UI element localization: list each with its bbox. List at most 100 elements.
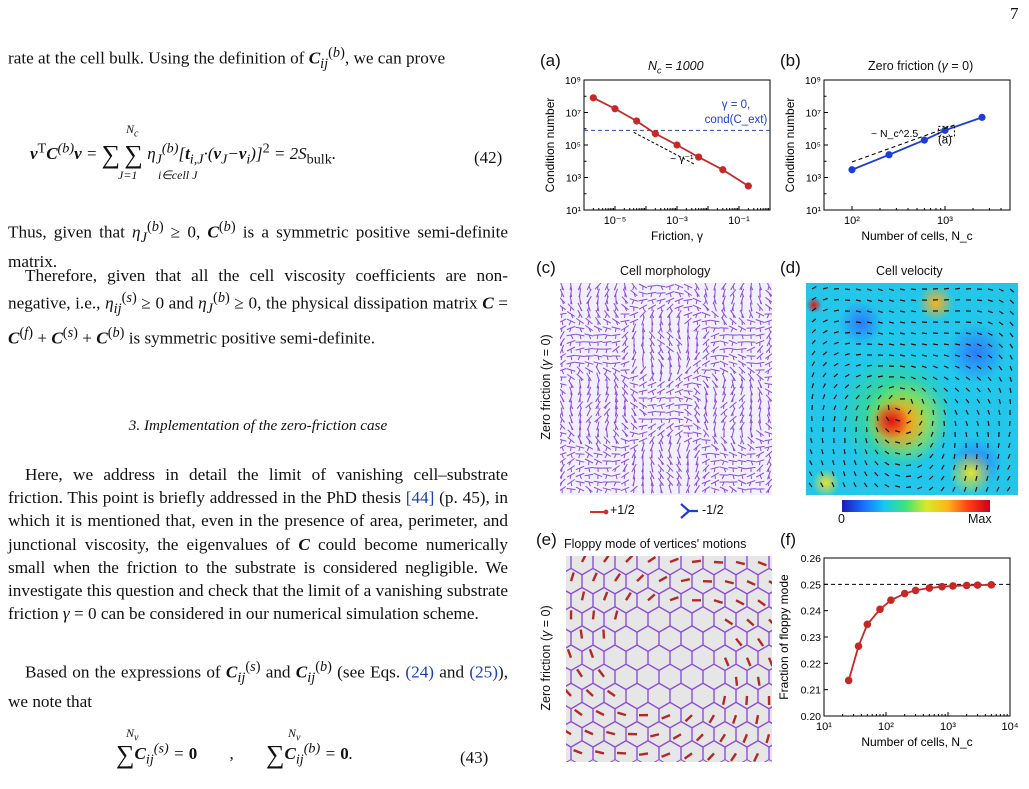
velocity-arrow: [855, 416, 858, 422]
cell-edge: [764, 382, 772, 389]
cell-edge: [685, 344, 689, 354]
cell-edge: [575, 333, 585, 340]
cell-edge: [720, 436, 728, 445]
cell-edge: [711, 345, 719, 354]
velocity-arrow: [853, 460, 857, 466]
velocity-arrow: [866, 415, 869, 422]
cell-edge: [621, 296, 629, 305]
velocity-arrow: [855, 353, 862, 356]
colorbar-min: 0: [838, 512, 845, 526]
velocity-arrow: [877, 343, 883, 346]
chart-b-condition-vs-cells: 10² 10³ 10¹ 10³ 10⁵ 10⁷ 10⁹ Number of cells, N_…: [783, 75, 1011, 243]
velocity-arrow: [1007, 464, 1011, 470]
cell-edge: [629, 382, 639, 389]
cell-edge: [560, 288, 565, 298]
cell-edge: [620, 361, 630, 368]
velocity-arrow: [874, 449, 879, 455]
cell-edge: [764, 388, 772, 396]
cell-edge: [641, 442, 645, 452]
y-tick-label: 10⁹: [805, 75, 821, 87]
velocity-arrow: [930, 431, 934, 437]
data-point: [744, 182, 752, 190]
cell-edge: [593, 467, 603, 473]
velocity-arrow: [1009, 365, 1013, 371]
cell-edge: [651, 484, 654, 494]
cell-edge: [728, 334, 738, 340]
cell-edge: [759, 288, 761, 298]
cell-edge: [656, 292, 666, 298]
cell-edge: [614, 400, 619, 410]
cell-edge: [758, 421, 762, 431]
cell-edge: [756, 352, 764, 361]
cell-edge: [668, 449, 672, 459]
cell-edge: [748, 407, 753, 417]
velocity-arrow: [894, 463, 901, 466]
cell-edge: [693, 352, 701, 361]
cell-edge: [741, 302, 743, 312]
cell-edge: [755, 369, 765, 375]
cell-edge: [686, 442, 690, 452]
panel-e-side-label: Zero friction (γ = 0): [539, 605, 553, 711]
cell-edge: [638, 402, 648, 410]
cell-edge: [683, 425, 693, 431]
cell-edge: [578, 295, 582, 305]
velocity-arrow: [855, 288, 861, 291]
cell-edge: [694, 400, 700, 410]
cell-edge: [575, 459, 585, 466]
velocity-arrow: [895, 419, 901, 422]
velocity-arrow: [986, 453, 989, 460]
cell-edge: [710, 472, 720, 480]
velocity-arrow: [932, 409, 935, 416]
velocity-arrow: [976, 420, 979, 426]
cell-edge: [567, 478, 575, 487]
velocity-arrow: [820, 471, 824, 477]
velocity-arrow: [831, 482, 835, 488]
cell-edge: [746, 453, 756, 459]
x-tick-label: 10²: [878, 721, 894, 733]
cell-edge: [693, 359, 701, 368]
cell-edge: [658, 323, 663, 333]
cell-edge: [560, 471, 566, 480]
cell-edge: [676, 435, 682, 445]
cell-edge: [719, 367, 729, 375]
vertex-motion-arrow: [757, 637, 765, 647]
cell-edge: [739, 407, 745, 417]
cell-edge: [683, 432, 693, 438]
cell-edge: [622, 400, 627, 410]
velocity-arrow: [941, 453, 945, 459]
velocity-arrow: [822, 319, 828, 323]
cell-edge: [630, 394, 638, 403]
cell-edge: [666, 380, 674, 389]
velocity-arrow: [976, 409, 980, 415]
velocity-arrow: [843, 449, 846, 455]
cell-edge: [658, 478, 664, 486]
velocity-arrow: [905, 475, 912, 478]
velocity-arrow: [844, 394, 849, 400]
velocity-arrow: [943, 343, 949, 346]
cell-edge: [586, 283, 591, 291]
vertex-motion-arrow: [735, 637, 743, 647]
cell-edge: [638, 283, 648, 291]
data-point: [962, 581, 971, 590]
cell-edge: [720, 408, 728, 417]
cell-edge: [575, 361, 585, 368]
velocity-arrow: [884, 439, 890, 444]
cell-edge: [731, 302, 735, 312]
velocity-arrow: [932, 376, 938, 381]
cell-edge: [620, 374, 630, 382]
velocity-arrow: [895, 430, 901, 433]
velocity-arrow: [809, 460, 813, 466]
y-tick-label: 0.23: [801, 632, 822, 644]
velocity-arrow: [987, 376, 992, 382]
cell-edge: [611, 318, 621, 326]
velocity-arrow: [866, 384, 872, 389]
velocity-arrow: [997, 442, 1000, 449]
velocity-arrow: [942, 442, 945, 448]
cell-edge: [739, 283, 745, 291]
cell-edge: [630, 485, 638, 494]
data-point: [633, 117, 641, 125]
cell-edge: [578, 393, 582, 403]
cell-edge: [684, 289, 692, 298]
cell-edge: [755, 488, 765, 494]
velocity-arrow: [808, 482, 813, 488]
